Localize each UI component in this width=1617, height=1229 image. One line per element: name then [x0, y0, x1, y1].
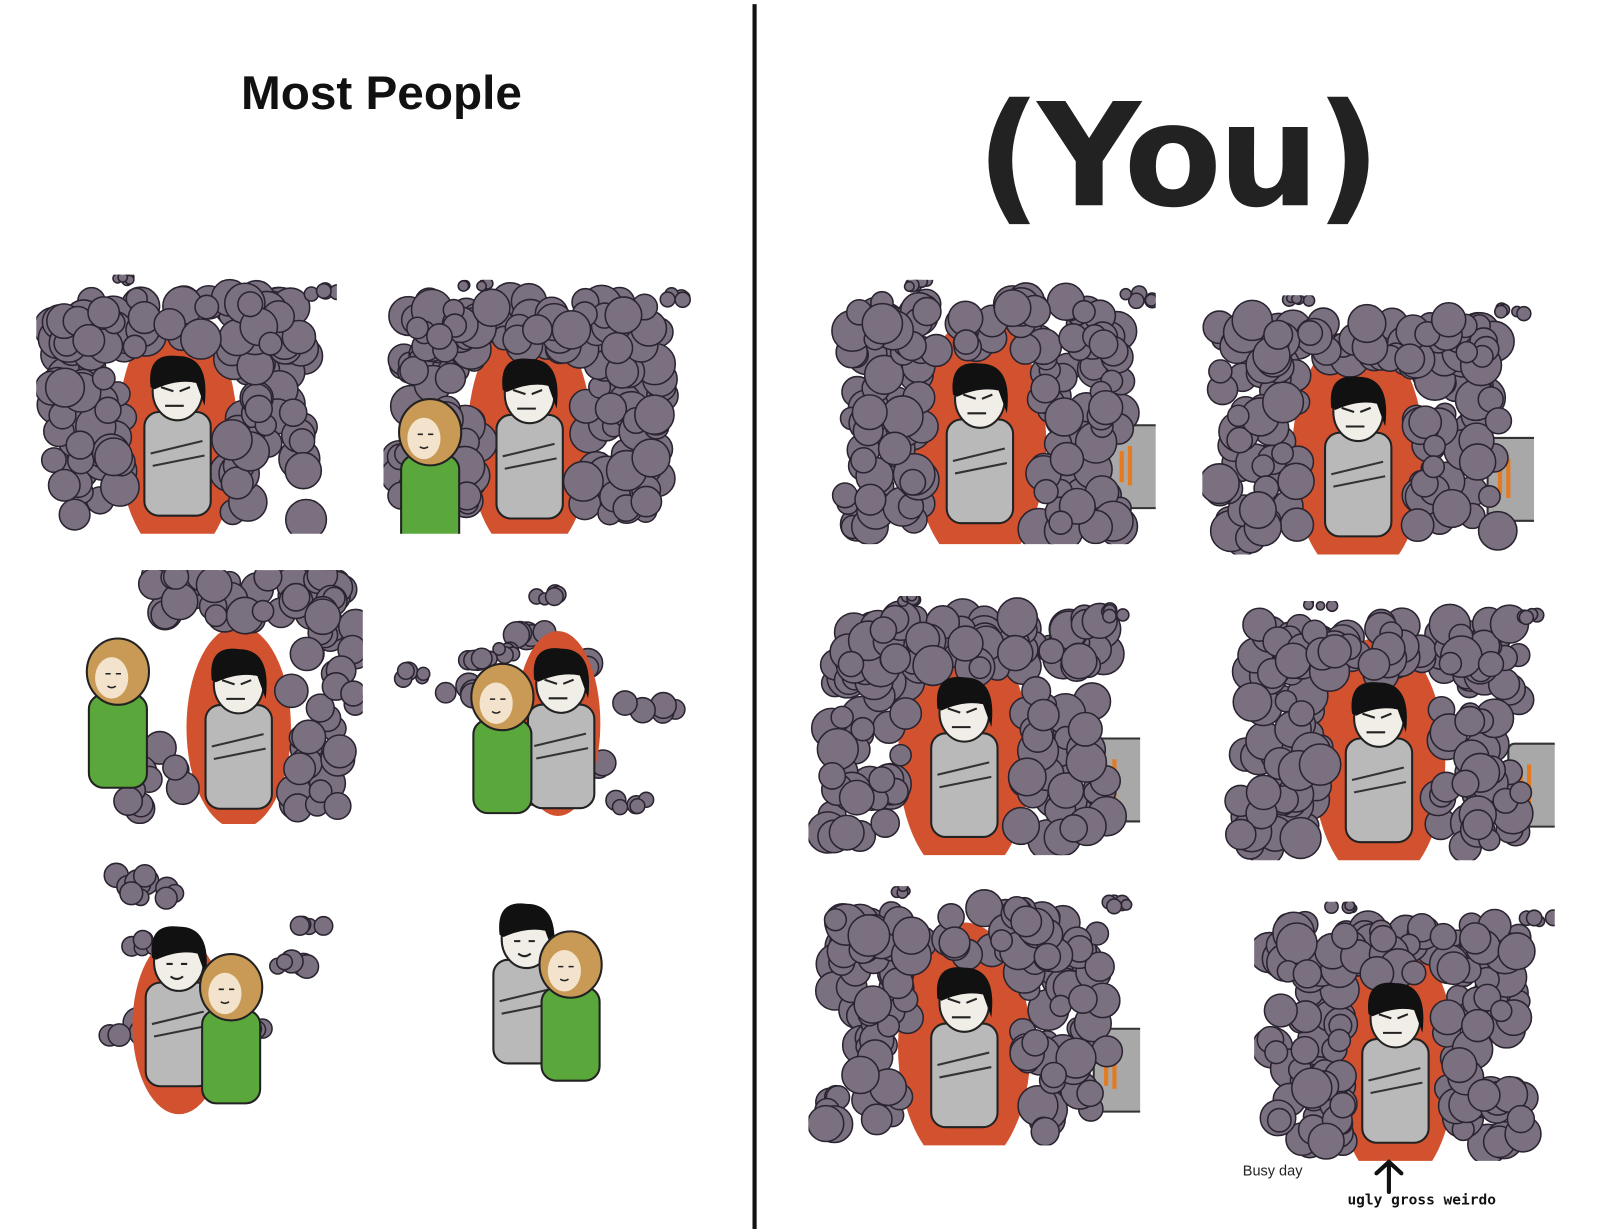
you-title: (You): [976, 72, 1381, 240]
small-cloud: [659, 287, 691, 309]
panel-illustration: [808, 886, 1141, 1146]
man-figure: [945, 363, 1015, 525]
most-people-title: Most People: [241, 65, 522, 120]
man-figure: [1344, 682, 1414, 844]
small-cloud: [457, 647, 498, 672]
ugly-gross-weirdo-caption: ugly gross weirdo: [1347, 1191, 1496, 1209]
small-cloud: [903, 279, 934, 293]
small-cloud: [1100, 602, 1130, 624]
small-cloud: [269, 949, 320, 980]
small-cloud: [890, 886, 911, 899]
dark-cloud-mass: [1224, 603, 1535, 861]
small-cloud: [1119, 285, 1156, 310]
panel-most-3: [36, 570, 363, 825]
dark-cloud-mass: [1254, 908, 1542, 1161]
panel-illustration: [492, 903, 603, 1082]
panel-illustration: [1224, 601, 1555, 861]
panel-illustration: [98, 862, 334, 1115]
woman-figure: [199, 953, 264, 1105]
man-figure: [495, 358, 564, 520]
man-figure: [204, 648, 273, 810]
small-cloud: [393, 661, 431, 688]
man-figure: [930, 967, 999, 1129]
small-cloud: [112, 274, 135, 287]
small-cloud: [119, 876, 185, 910]
man-figure: [143, 355, 212, 517]
small-cloud: [605, 789, 655, 816]
dark-cloud-mass: [36, 278, 328, 534]
panel-most-1: [36, 274, 337, 534]
small-cloud: [289, 915, 334, 937]
small-cloud: [1302, 601, 1339, 613]
panel-most-2: [383, 279, 695, 534]
small-cloud: [1516, 607, 1545, 626]
small-cloud: [1493, 302, 1532, 322]
column-divider: [752, 4, 757, 1229]
panel-you-3: [808, 595, 1141, 856]
panel-you-1: [824, 279, 1156, 545]
small-cloud: [1324, 901, 1358, 915]
panel-you-4: [1223, 601, 1555, 861]
up-arrow-icon: [1374, 1159, 1404, 1195]
panel-illustration: [808, 595, 1141, 856]
small-cloud: [1101, 894, 1133, 915]
panel-illustration: [831, 279, 1156, 545]
panel-illustration: [383, 279, 691, 534]
man-figure: [930, 676, 999, 839]
busy-day-caption: Busy day: [1242, 1161, 1303, 1179]
small-cloud: [528, 584, 567, 607]
small-cloud: [303, 282, 337, 302]
small-cloud: [897, 595, 922, 608]
panel-illustration: [1202, 295, 1535, 555]
panel-most-5: [57, 860, 347, 1115]
small-cloud: [502, 619, 557, 651]
small-cloud: [1281, 295, 1316, 307]
small-cloud: [612, 690, 686, 724]
dark-cloud-mass: [808, 889, 1124, 1146]
small-cloud: [1518, 909, 1555, 928]
dark-cloud-mass: [808, 597, 1128, 856]
panel-illustration: [393, 584, 686, 816]
man-figure: [1324, 376, 1393, 538]
panel-illustration: [1254, 901, 1555, 1161]
woman-figure: [398, 398, 463, 534]
panel-you-5: [808, 886, 1141, 1146]
panel-you-2: [1202, 295, 1535, 555]
man-figure: [526, 648, 596, 810]
man-figure: [144, 926, 214, 1088]
woman-figure: [85, 637, 151, 789]
panel-most-6: [456, 897, 632, 1109]
dark-cloud-mass: [831, 282, 1140, 545]
panel-you-6: [1254, 901, 1555, 1161]
small-cloud: [457, 279, 494, 292]
woman-figure: [470, 662, 535, 815]
panel-illustration: [85, 570, 363, 825]
dark-cloud-mass: [1202, 299, 1518, 555]
woman-figure: [538, 930, 603, 1082]
panel-most-4: [378, 565, 704, 829]
man-figure: [1361, 982, 1430, 1144]
panel-illustration: [36, 274, 337, 534]
